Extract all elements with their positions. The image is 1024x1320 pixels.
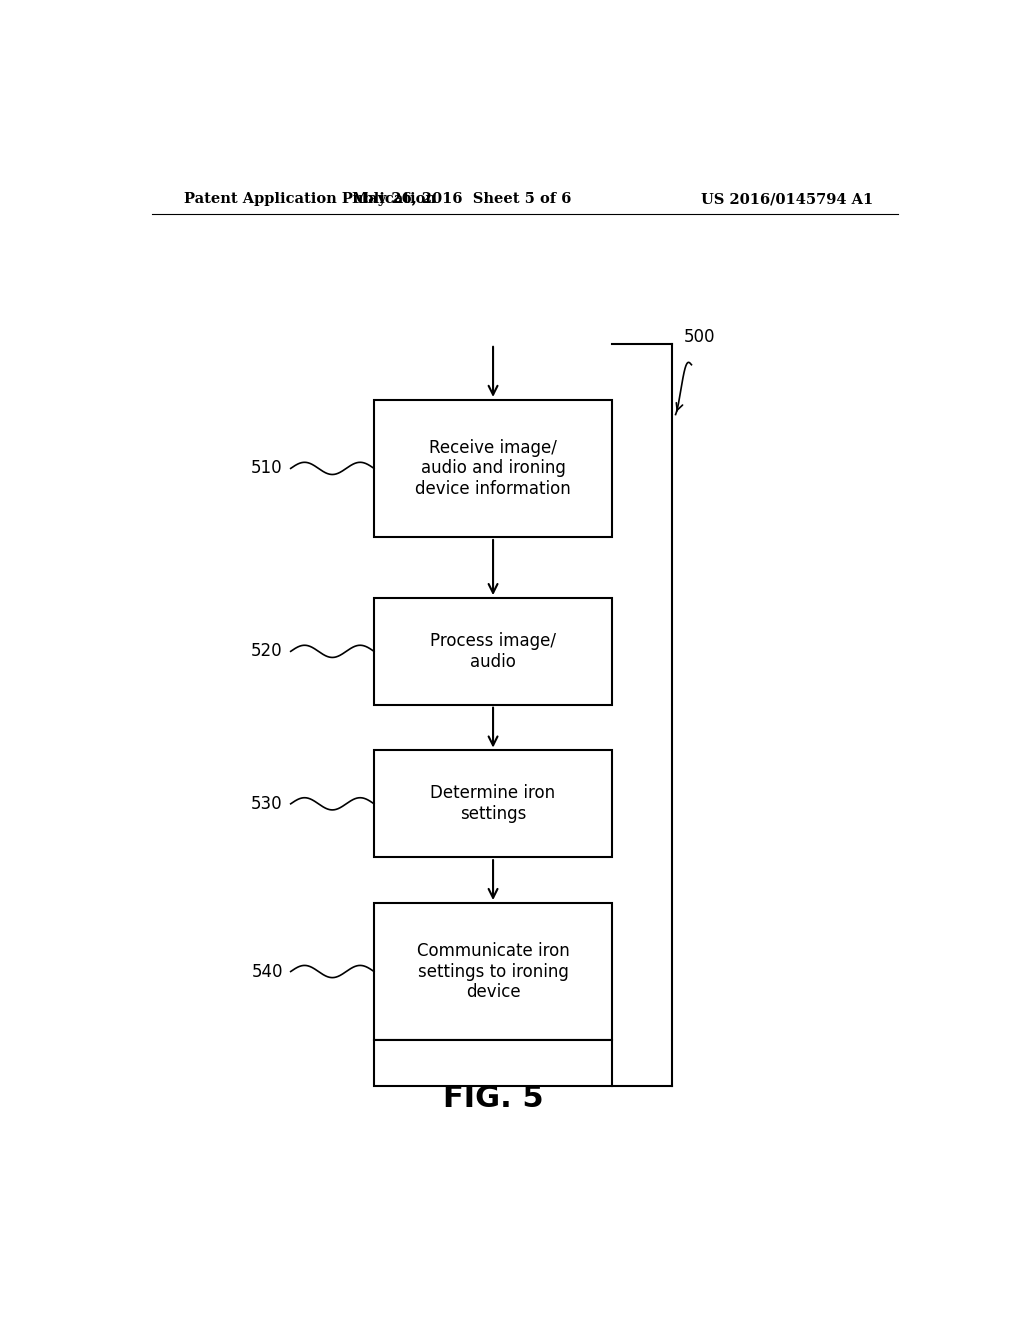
Bar [374,598,612,705]
Text: Patent Application Publication: Patent Application Publication [183,191,435,206]
Text: 510: 510 [251,459,283,478]
Text: May 26, 2016  Sheet 5 of 6: May 26, 2016 Sheet 5 of 6 [351,191,571,206]
Bar [374,751,612,857]
Text: Determine iron
settings: Determine iron settings [430,784,556,824]
Text: 520: 520 [251,643,283,660]
Bar [374,400,612,537]
Text: US 2016/0145794 A1: US 2016/0145794 A1 [700,191,872,206]
Text: 540: 540 [251,962,283,981]
Bar [374,903,612,1040]
Text: Process image/
audio: Process image/ audio [430,632,556,671]
Text: Communicate iron
settings to ironing
device: Communicate iron settings to ironing dev… [417,941,569,1002]
Text: 500: 500 [684,329,715,346]
Text: FIG. 5: FIG. 5 [442,1084,544,1113]
Bar [374,1040,612,1086]
Text: Receive image/
audio and ironing
device information: Receive image/ audio and ironing device … [415,438,571,498]
Text: 530: 530 [251,795,283,813]
